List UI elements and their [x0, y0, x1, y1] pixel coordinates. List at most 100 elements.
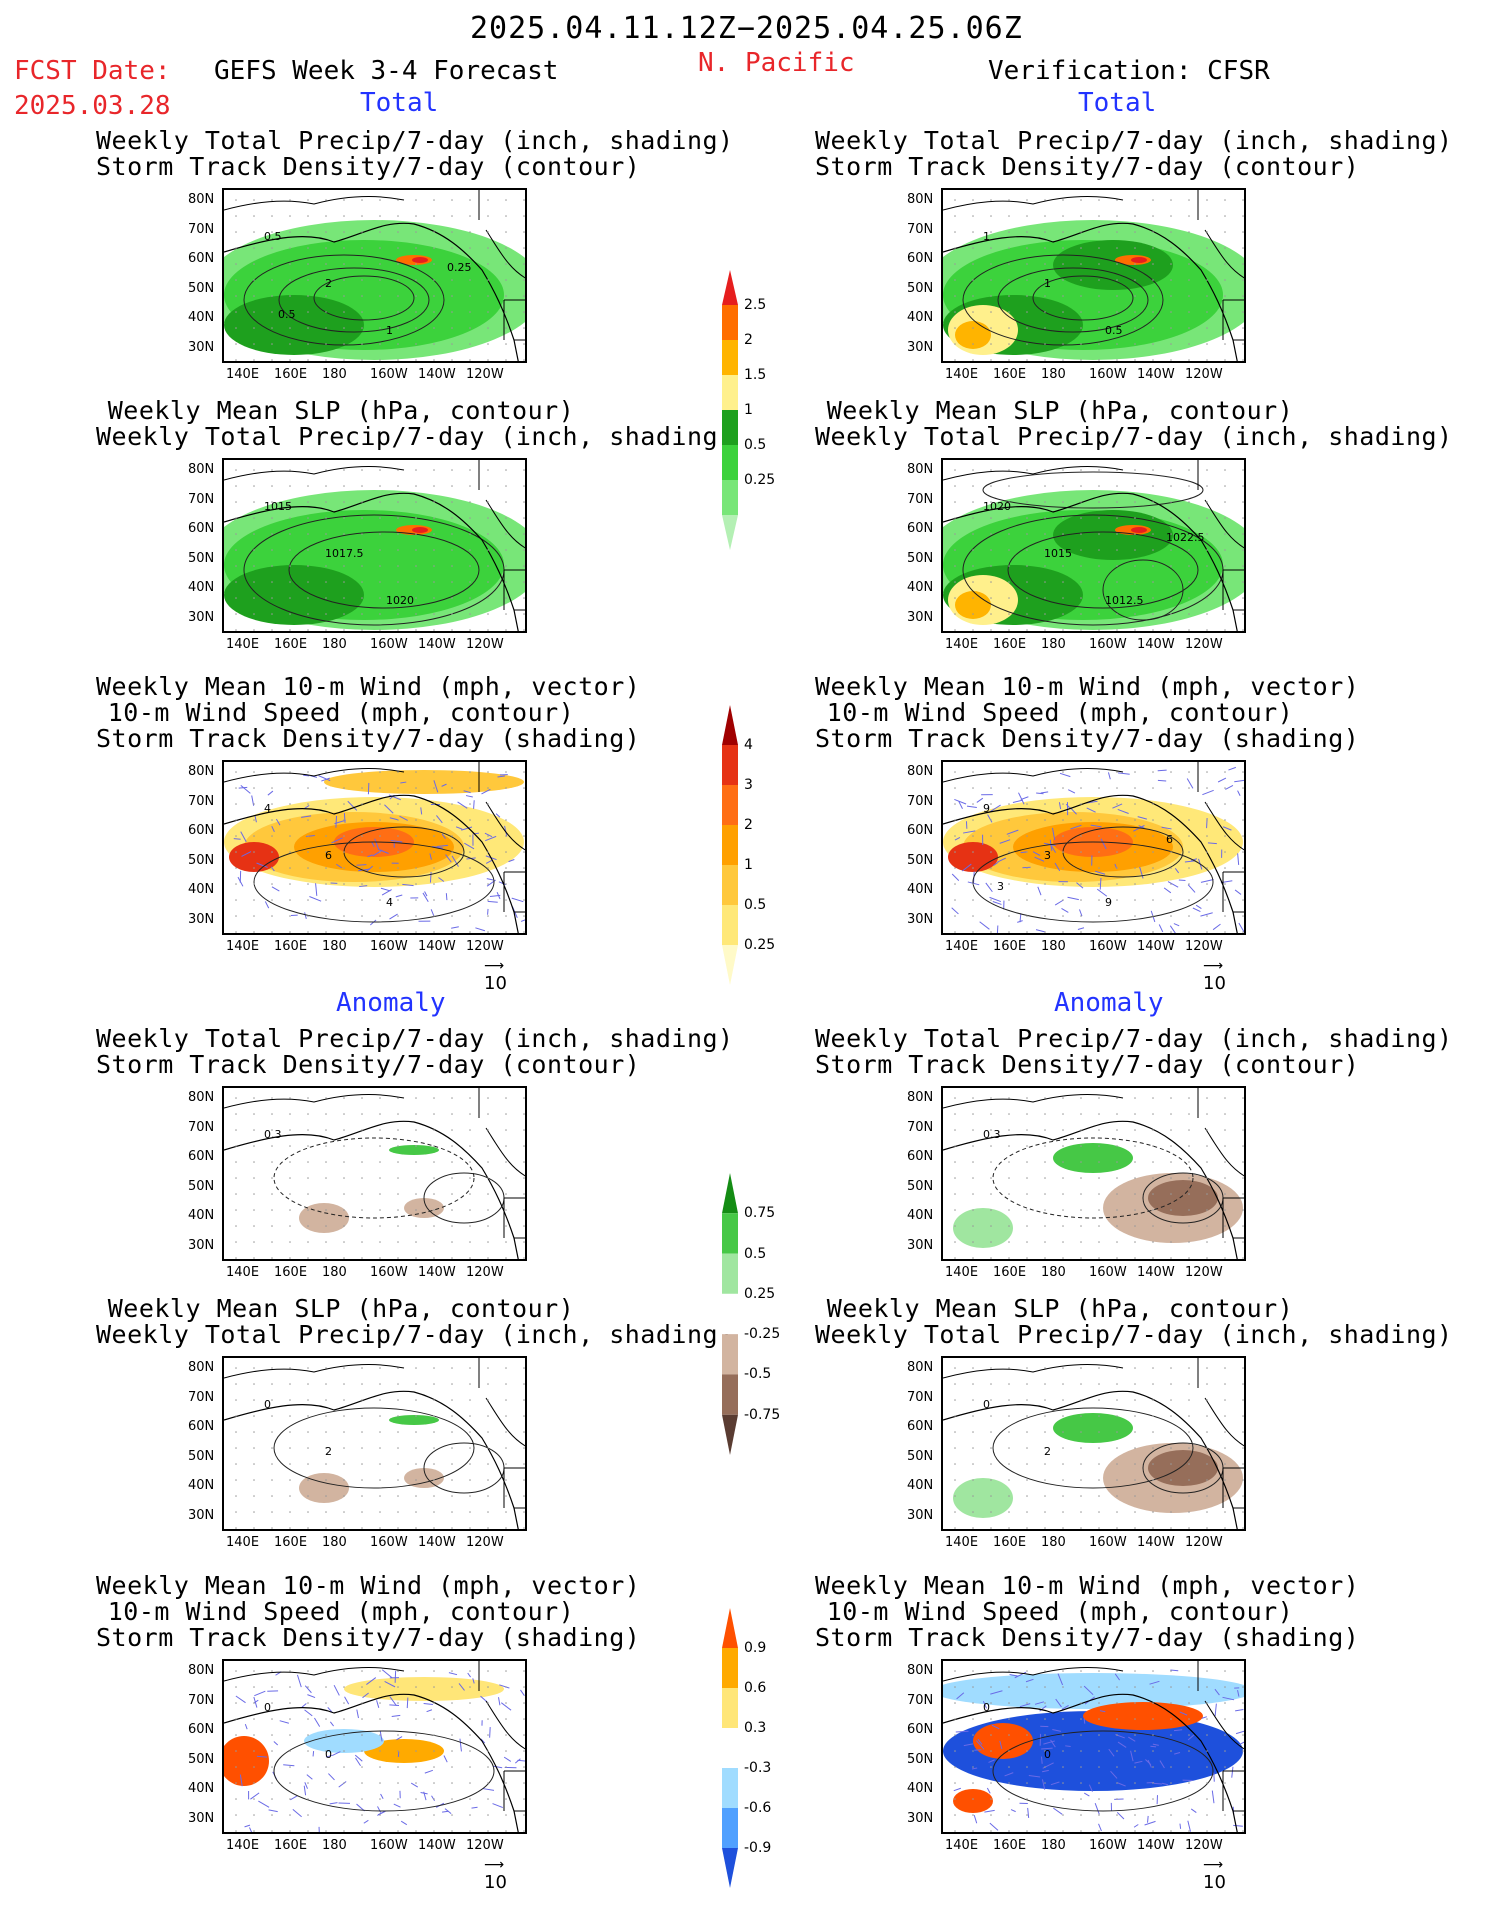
grid-dot [1044, 1383, 1046, 1385]
grid-dot [433, 1686, 435, 1688]
grid-dot [379, 581, 381, 583]
grid-dot [1242, 1193, 1244, 1195]
grid-dot [523, 199, 525, 201]
wind-vector [304, 1685, 312, 1694]
grid-dot [451, 899, 453, 901]
grid-dot [1008, 469, 1010, 471]
grid-dot [487, 501, 489, 503]
contour-label: 9 [1105, 896, 1112, 909]
grid-dot [1224, 597, 1226, 599]
grid-dot [343, 1511, 345, 1513]
grid-dot [397, 1527, 399, 1529]
grid-dot [1188, 1527, 1190, 1529]
grid-dot [972, 327, 974, 329]
wind-vector [362, 1692, 369, 1699]
wind-vector [520, 1689, 525, 1696]
lon-tick-label: 180 [1041, 1838, 1066, 1853]
grid-dot [1152, 867, 1154, 869]
grid-dot [1080, 1702, 1082, 1704]
grid-dot [523, 851, 525, 853]
grid-dot [289, 1431, 291, 1433]
wind-vector [954, 837, 961, 841]
grid-dot [361, 343, 363, 345]
grid-dot [505, 851, 507, 853]
grid-dot [990, 1257, 992, 1259]
grid-dot [415, 1766, 417, 1768]
grid-dot [954, 1718, 956, 1720]
grid-dot [954, 1431, 956, 1433]
grid-dot [1224, 501, 1226, 503]
grid-dot [1062, 199, 1064, 201]
grid-dot [990, 613, 992, 615]
grid-dot [954, 1145, 956, 1147]
grid-dot [1152, 1161, 1154, 1163]
grid-dot [289, 359, 291, 361]
grid-dot [271, 565, 273, 567]
grid-dot [1098, 613, 1100, 615]
grid-dot [1098, 1113, 1100, 1115]
contour-label: 0.3 [264, 1128, 282, 1141]
grid-dot [1134, 819, 1136, 821]
grid-dot [253, 1495, 255, 1497]
lon-tick-label: 140E [945, 1265, 979, 1280]
grid-dot [1134, 1097, 1136, 1099]
grid-dot [1116, 199, 1118, 201]
grid-dot [433, 1241, 435, 1243]
map-svg: 0.3 [943, 1088, 1244, 1259]
grid-dot [397, 359, 399, 361]
grid-dot [235, 517, 237, 519]
grid-dot [1098, 1161, 1100, 1163]
grid-dot [1080, 581, 1082, 583]
grid-dot [972, 565, 974, 567]
grid-dot [1134, 1257, 1136, 1259]
grid-dot [235, 1129, 237, 1131]
wind-vector [1137, 816, 1148, 820]
grid-dot [1062, 1225, 1064, 1227]
grid-dot [1008, 1225, 1010, 1227]
grid-dot [487, 1734, 489, 1736]
lon-tick-label: 180 [322, 367, 347, 382]
grid-dot [469, 915, 471, 917]
grid-dot [451, 613, 453, 615]
colorbar-level-label: 1 [744, 402, 753, 418]
grid-dot [1116, 1113, 1118, 1115]
grid-dot [253, 1766, 255, 1768]
grid-dot [469, 1225, 471, 1227]
wind-vector [395, 894, 403, 898]
grid-dot [307, 295, 309, 297]
colorbar-wrapper [718, 1173, 742, 1459]
grid-dot [1116, 1798, 1118, 1800]
grid-dot [415, 1495, 417, 1497]
precip-shade-darkred [412, 527, 428, 533]
grid-dot [415, 1527, 417, 1529]
grid-dot [343, 581, 345, 583]
grid-dot [415, 533, 417, 535]
colorbar-segment [722, 1293, 738, 1335]
vector-reference: ⟶ 10 [484, 1857, 507, 1893]
grid-dot [523, 549, 525, 551]
wind-vector [1174, 868, 1180, 874]
wind-vector [1235, 1730, 1244, 1735]
grid-dot [451, 549, 453, 551]
grid-dot [1242, 343, 1244, 345]
grid-dot [1134, 311, 1136, 313]
grid-dot [1044, 199, 1046, 201]
grid-dot [253, 295, 255, 297]
grid-dot [307, 1113, 309, 1115]
grid-dot [1062, 533, 1064, 535]
wind-vector [487, 900, 498, 903]
wind-vector [1012, 799, 1023, 803]
grid-dot [505, 327, 507, 329]
wind-vector [430, 909, 435, 916]
wind-vector [511, 897, 524, 903]
grid-dot [1062, 883, 1064, 885]
wind-vector [1083, 1792, 1090, 1797]
grid-dot [325, 1718, 327, 1720]
grid-dot [487, 915, 489, 917]
grid-dot [1116, 295, 1118, 297]
grid-dot [1206, 1113, 1208, 1115]
grid-dot [469, 1193, 471, 1195]
wind-vector [379, 1730, 383, 1742]
grid-dot [289, 1177, 291, 1179]
grid-dot [415, 931, 417, 933]
